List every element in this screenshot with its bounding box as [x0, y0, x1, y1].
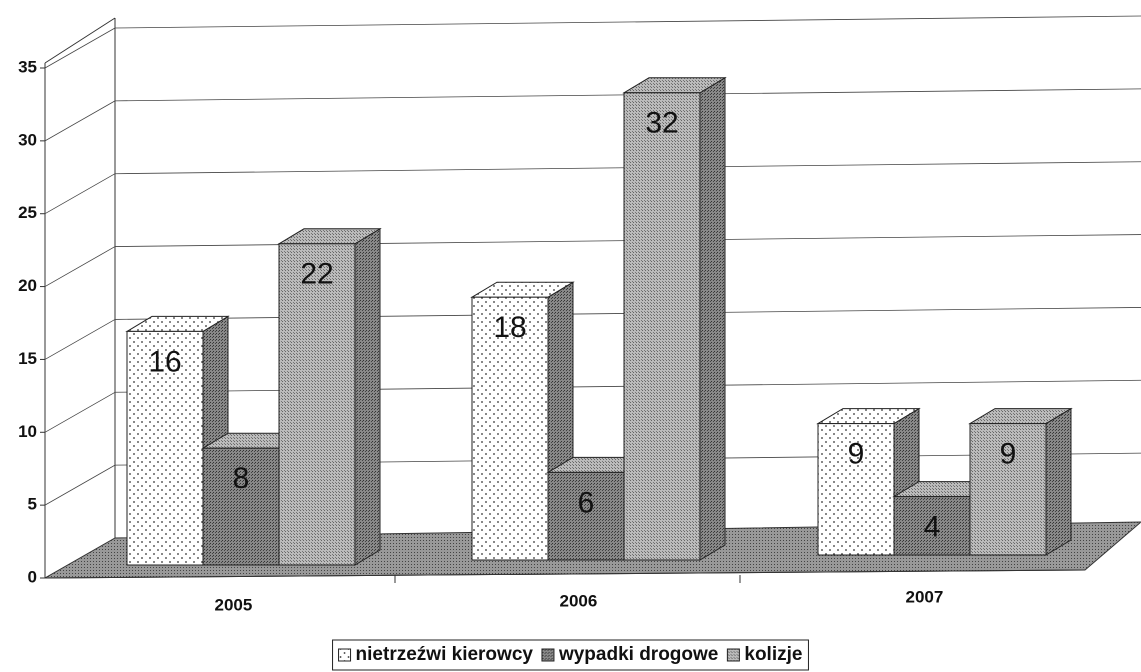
grid-line [44, 27, 116, 69]
value-label: 9 [848, 438, 865, 471]
x-tick-label: 2007 [905, 587, 943, 606]
y-tick-label: 5 [28, 495, 37, 514]
x-tick-label: 2006 [559, 591, 597, 610]
bar [547, 471, 625, 561]
grid-line [44, 391, 116, 433]
bar [623, 92, 701, 561]
x-tick-label: 2005 [214, 595, 252, 614]
y-tick-label: 20 [18, 276, 37, 295]
legend-label: kolizje [744, 644, 802, 665]
bar-side [699, 76, 726, 561]
grid-line [44, 100, 116, 142]
bar [126, 330, 204, 566]
bar [969, 423, 1047, 556]
y-tick-label: 30 [18, 130, 37, 149]
value-label: 32 [645, 107, 678, 140]
bar-side [1045, 407, 1072, 556]
side-wall-top [44, 17, 116, 64]
value-label: 4 [924, 511, 941, 544]
y-tick-label: 15 [18, 349, 37, 368]
legend-label: wypadki drogowe [558, 644, 718, 665]
legend-swatch [338, 648, 352, 662]
value-label: 22 [300, 258, 333, 291]
bar [817, 423, 895, 556]
y-tick-label: 10 [18, 422, 37, 441]
y-tick-label: 35 [18, 57, 37, 76]
bar-side [354, 227, 381, 566]
x-axis [44, 569, 1086, 579]
value-label: 18 [493, 311, 526, 344]
grid-line [44, 246, 116, 287]
legend-swatch [726, 648, 740, 662]
value-label: 9 [1000, 438, 1017, 471]
value-label: 16 [148, 345, 181, 378]
bar [893, 496, 971, 556]
y-tick-label: 25 [18, 203, 37, 222]
grid-line [44, 319, 116, 360]
grid-line [114, 15, 1141, 29]
value-label: 8 [233, 462, 250, 495]
legend-label: nietrzeźwi kierowcy [356, 644, 534, 665]
legend-swatch [541, 648, 555, 662]
bar [278, 243, 356, 566]
legend: nietrzeźwi kierowcy wypadki drogowe kolizj… [338, 644, 802, 665]
legend-box [332, 639, 809, 671]
grid-line [44, 173, 116, 215]
grid-line [44, 464, 116, 506]
bar [471, 296, 549, 561]
y-tick-label: 0 [28, 567, 37, 586]
value-label: 6 [578, 486, 595, 519]
